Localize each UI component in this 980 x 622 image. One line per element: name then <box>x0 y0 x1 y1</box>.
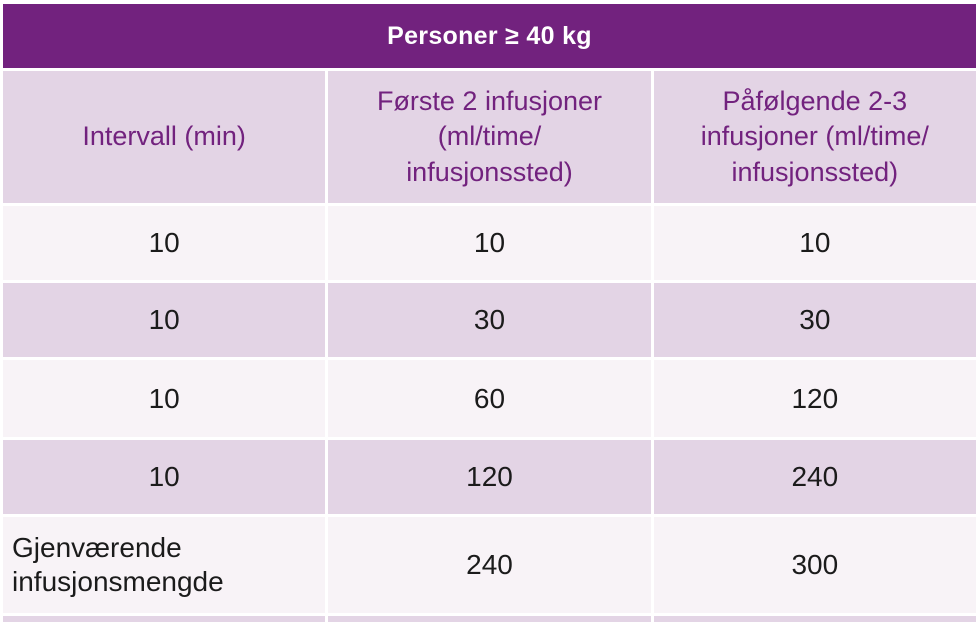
clipped-next-row-col1 <box>3 616 326 622</box>
cell-row3-first: 60 <box>328 360 651 437</box>
cell-row5-first: 240 <box>328 517 651 613</box>
infusion-rate-table: Personer ≥ 40 kg Intervall (min) Første … <box>3 4 976 622</box>
cell-row3-intervall: 10 <box>3 360 326 437</box>
cell-row2-intervall: 10 <box>3 283 326 357</box>
cell-row1-intervall: 10 <box>3 206 326 280</box>
cell-row3-subsequent: 120 <box>653 360 976 437</box>
cell-row2-first: 30 <box>328 283 651 357</box>
cell-row4-subsequent: 240 <box>653 440 976 514</box>
cell-row5-remaining-volume-label: Gjenværende infusjonsmengde <box>3 517 326 613</box>
col-header-intervall: Intervall (min) <box>3 71 326 203</box>
clipped-next-row-col2 <box>328 616 651 622</box>
clipped-next-row-col3 <box>653 616 976 622</box>
cell-row4-intervall: 10 <box>3 440 326 514</box>
table-title: Personer ≥ 40 kg <box>3 4 976 68</box>
col-header-subsequent-infusions: Påfølgende 2-3 infusjoner (ml/time/ infu… <box>653 71 976 203</box>
cell-row4-first: 120 <box>328 440 651 514</box>
cell-row5-subsequent: 300 <box>653 517 976 613</box>
cell-row2-subsequent: 30 <box>653 283 976 357</box>
col-header-first-infusions: Første 2 infusjoner (ml/time/ infusjonss… <box>328 71 651 203</box>
cell-row1-first: 10 <box>328 206 651 280</box>
cell-row1-subsequent: 10 <box>653 206 976 280</box>
